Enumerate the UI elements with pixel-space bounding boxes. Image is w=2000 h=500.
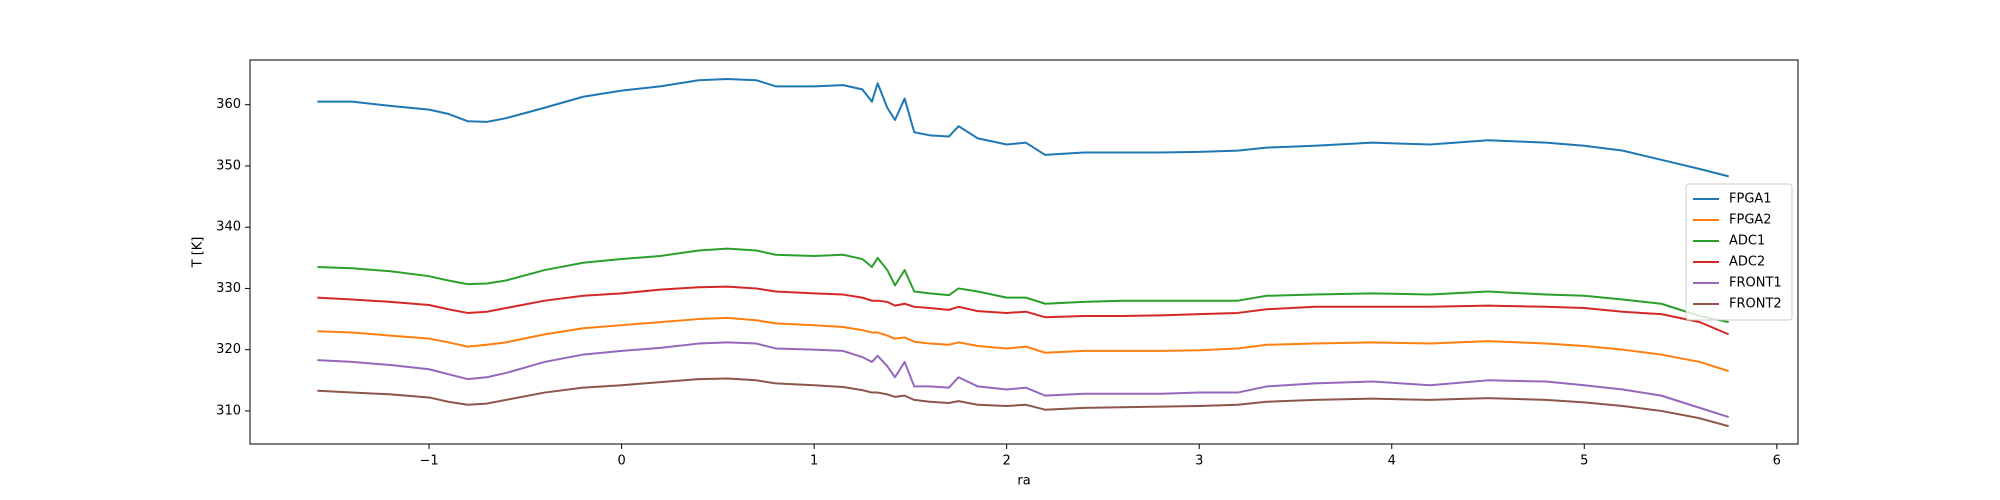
y-axis-label: T [K]	[191, 237, 206, 269]
y-tick-label: 330	[216, 281, 241, 296]
x-tick-label: 6	[1773, 454, 1781, 469]
legend-label: FRONT2	[1729, 297, 1782, 312]
x-tick-label: 0	[617, 454, 625, 469]
axes-frame	[249, 59, 1799, 445]
x-tick-label: 2	[1003, 454, 1011, 469]
legend-label: ADC1	[1729, 234, 1765, 249]
series-line	[317, 247, 1729, 324]
legend: FPGA1 FPGA2 ADC1 ADC2 FRONT1 FRONT2	[1685, 183, 1793, 321]
x-tick-label: −1	[419, 454, 438, 469]
y-tick-label: 350	[216, 158, 241, 173]
x-tick-label: 5	[1580, 454, 1588, 469]
series-line	[317, 377, 1729, 428]
legend-label: FRONT1	[1729, 276, 1782, 291]
x-axis-label: ra	[1017, 474, 1030, 489]
series-line	[317, 285, 1730, 336]
series-line	[317, 316, 1729, 373]
legend-box	[1685, 183, 1793, 321]
x-tick-label: 4	[1388, 454, 1396, 469]
y-tick-label: 360	[216, 97, 241, 112]
x-tick-label: 3	[1195, 454, 1203, 469]
legend-label: FPGA2	[1729, 213, 1772, 228]
legend-label: FPGA1	[1729, 192, 1772, 207]
y-tick-label: 310	[216, 403, 241, 418]
x-tick-label: 1	[810, 454, 818, 469]
legend-label: ADC2	[1729, 255, 1765, 270]
y-tick-label: 320	[216, 342, 241, 357]
y-tick-label: 340	[216, 220, 241, 235]
series-line	[317, 77, 1729, 178]
series-line	[317, 341, 1729, 419]
